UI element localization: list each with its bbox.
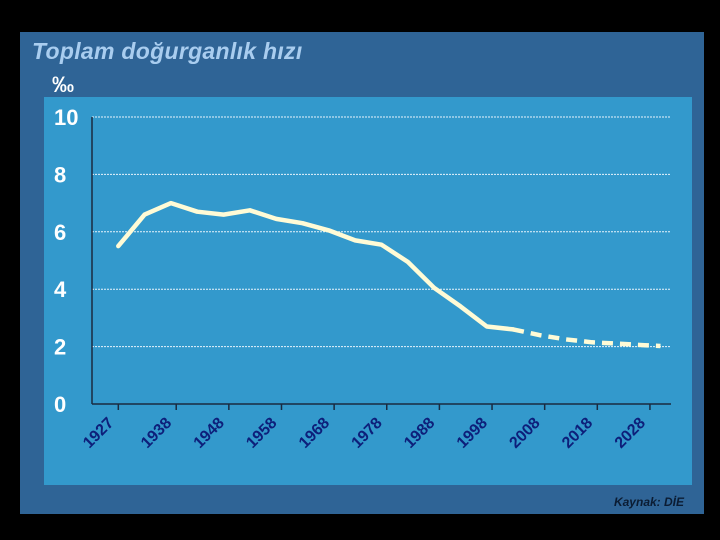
y-tick-label: 8 [54,162,66,187]
y-tick-label: 2 [54,335,66,360]
axes [91,117,671,410]
y-tick-label: 10 [54,105,78,130]
unit-label: ‰ [52,72,74,97]
source-note: Kaynak: DİE [613,495,684,509]
series-line-projection [512,327,661,349]
plot-area [44,97,692,485]
chart-title: Toplam doğurganlık hızı [32,38,303,64]
y-axis-ticks: 0 2 4 6 8 10 [54,105,78,417]
y-tick-label: 0 [54,392,66,417]
y-tick-label: 4 [54,277,67,302]
series-lines [116,200,661,349]
series-line-observed [116,200,516,332]
y-tick-label: 6 [54,220,66,245]
gridlines [92,116,671,348]
